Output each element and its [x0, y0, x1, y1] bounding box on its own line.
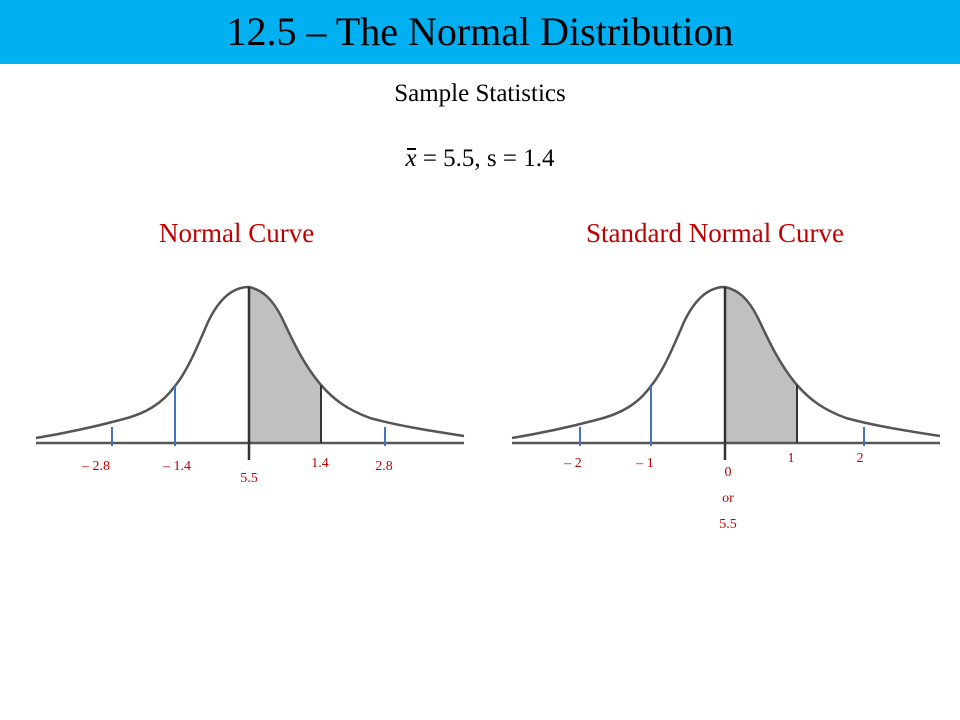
normal-curve-shaded-area [249, 287, 321, 443]
std-tick-label-0: 0 [725, 465, 732, 480]
xbar-symbol: x [405, 145, 417, 172]
slide-title: 12.5 – The Normal Distribution [226, 9, 734, 54]
normal-curve-diagram: – 2.8 – 1.4 5.5 1.4 2.8 [35, 285, 465, 486]
tick-label-minus-1-4: – 1.4 [162, 459, 191, 474]
std-tick-label-minus-1: – 1 [635, 456, 654, 471]
tick-label-1-4: 1.4 [311, 456, 329, 471]
standard-normal-curve-diagram: – 2 – 1 0 or 5.5 1 2 [511, 285, 941, 532]
std-tick-label-minus-2: – 2 [563, 456, 582, 471]
sample-stats: x = 5.5, s = 1.4 [0, 145, 960, 173]
stats-values: = 5.5, s = 1.4 [416, 145, 555, 172]
std-tick-label-or: or [722, 491, 734, 506]
std-tick-label-5-5: 5.5 [719, 517, 737, 532]
title-bar [0, 0, 960, 64]
std-tick-label-1: 1 [788, 451, 795, 466]
standard-normal-curve-label: Standard Normal Curve [586, 218, 844, 248]
slide-subtitle: Sample Statistics [394, 80, 566, 107]
std-tick-label-2: 2 [857, 451, 864, 466]
tick-label-2-8: 2.8 [375, 459, 393, 474]
tick-label-minus-2-8: – 2.8 [81, 459, 110, 474]
normal-curve-label: Normal Curve [159, 218, 315, 248]
standard-curve-shaded-area [725, 287, 797, 443]
tick-label-5-5: 5.5 [240, 471, 258, 486]
